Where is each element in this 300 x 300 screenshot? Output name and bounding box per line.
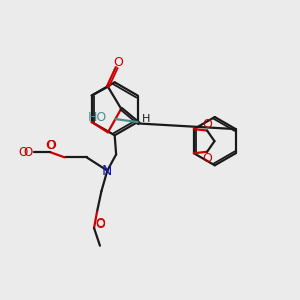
- Text: O: O: [202, 118, 212, 130]
- Text: O: O: [96, 218, 106, 231]
- Text: O: O: [18, 146, 27, 159]
- Text: O: O: [46, 139, 56, 152]
- Text: H: H: [142, 114, 150, 124]
- Text: O: O: [96, 217, 106, 230]
- Text: O: O: [23, 146, 32, 159]
- Text: O: O: [113, 56, 123, 69]
- Text: O: O: [202, 152, 212, 165]
- Text: O: O: [45, 139, 55, 152]
- Text: N: N: [102, 164, 112, 178]
- Text: HO: HO: [88, 111, 107, 124]
